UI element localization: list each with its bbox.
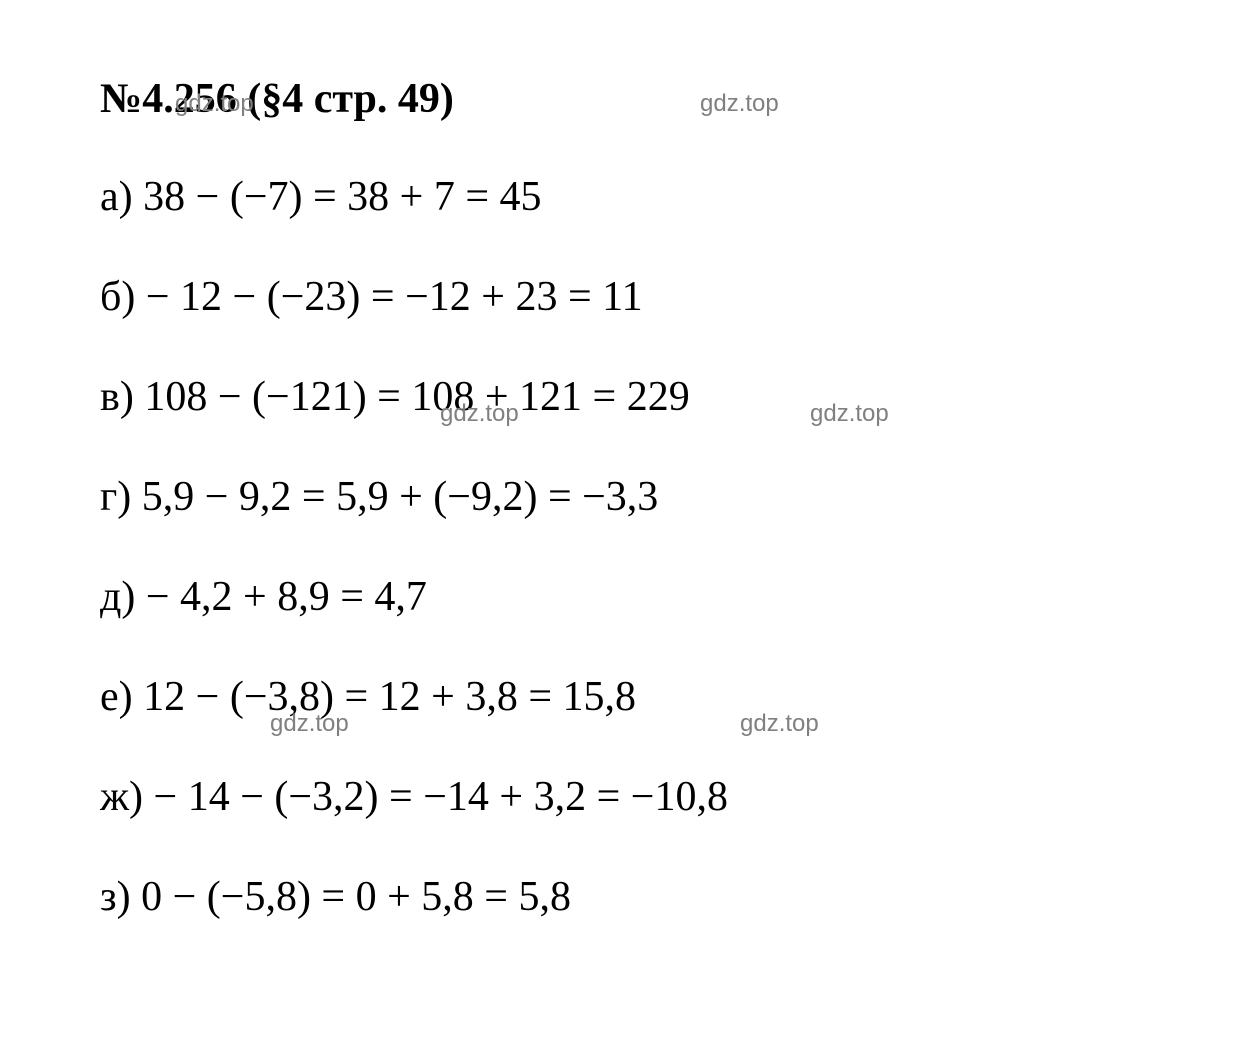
equation-label: з) (100, 874, 131, 920)
equation-expression: − 14 − (−3,2) = −14 + 3,2 = −10,8 (154, 774, 728, 820)
equation-row: а) 38 − (−7) = 38 + 7 = 45 (100, 173, 1156, 221)
equation-label: д) (100, 574, 135, 620)
equation-expression: 0 − (−5,8) = 0 + 5,8 = 5,8 (141, 874, 571, 920)
equation-expression: 12 − (−3,8) = 12 + 3,8 = 15,8 (143, 674, 636, 720)
equation-label: а) (100, 174, 133, 220)
equation-expression: − 12 − (−23) = −12 + 23 = 11 (146, 274, 643, 320)
equation-row: з) 0 − (−5,8) = 0 + 5,8 = 5,8 (100, 873, 1156, 921)
equation-expression: − 4,2 + 8,9 = 4,7 (146, 574, 427, 620)
equation-expression: 5,9 − 9,2 = 5,9 + (−9,2) = −3,3 (142, 474, 659, 520)
equation-row: в) 108 − (−121) = 108 + 121 = 229 (100, 373, 1156, 421)
equation-expression: 38 − (−7) = 38 + 7 = 45 (143, 174, 541, 220)
equation-row: б) − 12 − (−23) = −12 + 23 = 11 (100, 273, 1156, 321)
equation-row: ж) − 14 − (−3,2) = −14 + 3,2 = −10,8 (100, 773, 1156, 821)
equation-row: г) 5,9 − 9,2 = 5,9 + (−9,2) = −3,3 (100, 473, 1156, 521)
equation-label: в) (100, 374, 134, 420)
equation-label: е) (100, 674, 133, 720)
equation-row: е) 12 − (−3,8) = 12 + 3,8 = 15,8 (100, 673, 1156, 721)
exercise-title: №4.256 (§4 стр. 49) (100, 75, 1156, 123)
equation-label: г) (100, 474, 131, 520)
equation-label: ж) (100, 774, 143, 820)
equation-label: б) (100, 274, 135, 320)
equation-row: д) − 4,2 + 8,9 = 4,7 (100, 573, 1156, 621)
equation-expression: 108 − (−121) = 108 + 121 = 229 (144, 374, 689, 420)
equations-container: а) 38 − (−7) = 38 + 7 = 45 б) − 12 − (−2… (100, 173, 1156, 921)
